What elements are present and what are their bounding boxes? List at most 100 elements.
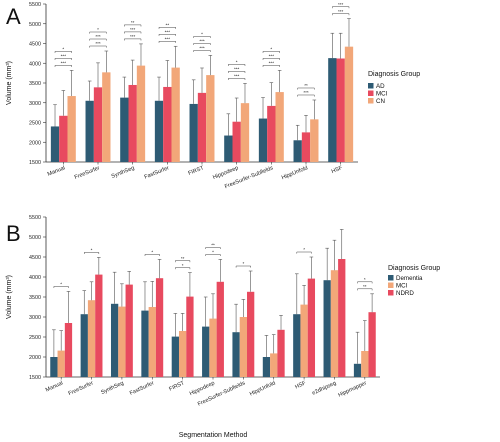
bar-cn-freesurfer (102, 72, 111, 162)
bar-ndrd-freesurfer (95, 274, 103, 377)
x-category-label: SynthSeg (111, 165, 136, 180)
bar-cn-hippodeep (240, 103, 250, 162)
significance-mark: *** (130, 27, 136, 32)
legend-label: NDRD (396, 290, 414, 297)
bar-cn-hippunfold (310, 119, 319, 162)
x-category-label: FIRST (168, 380, 186, 393)
x-category-label: Hippodeep (212, 165, 239, 181)
bar-cn-hsf (344, 46, 354, 162)
bar-mci-hsf (300, 304, 308, 377)
bar-cn-fastsurfer (171, 67, 180, 162)
bar-dementia-first (171, 336, 179, 377)
significance-mark: *** (95, 41, 101, 46)
bar-cn-first (206, 75, 215, 162)
significance-mark: *** (338, 9, 344, 14)
bar-dementia-fastsurfer (141, 310, 149, 377)
significance-mark: ** (181, 256, 185, 261)
significance-mark: *** (165, 29, 171, 34)
significance-mark: *** (303, 90, 309, 95)
bar-dementia-synthseg (110, 303, 119, 377)
x-category-label: e2dhipseg (311, 380, 337, 396)
y-tick-label: 3000 (29, 315, 41, 321)
y-tick-label: 5500 (29, 215, 41, 221)
y-tick-label: 2000 (29, 140, 41, 146)
bar-ad-manual (50, 126, 60, 162)
significance-mark: *** (199, 39, 205, 44)
significance-mark: ** (363, 284, 367, 289)
significance-mark: *** (234, 67, 240, 72)
bar-ndrd-fastsurfer (155, 278, 164, 377)
y-tick-label: 5000 (29, 235, 41, 241)
y-tick-label: 3000 (29, 101, 41, 107)
significance-mark: * (364, 277, 366, 282)
y-axis-label: Volume (mm³) (6, 275, 13, 319)
significance-mark: * (182, 263, 184, 268)
bar-dementia-hippunfold (262, 357, 271, 377)
significance-mark: *** (269, 54, 275, 59)
legend-swatch-mci (388, 282, 394, 288)
y-tick-label: 2500 (29, 121, 41, 127)
bar-dementia-hippodeep (202, 326, 210, 377)
bar-mci-fastsurfer (163, 86, 172, 162)
x-category-label: FastSurfer (144, 165, 171, 180)
legend-swatch-ndrd (388, 290, 394, 296)
legend-label: CN (376, 98, 385, 105)
bar-mci-manual (59, 115, 68, 162)
y-tick-label: 5000 (29, 22, 41, 28)
x-category-label: HippUnfold (281, 165, 309, 181)
significance-mark: *** (165, 36, 171, 41)
bar-ndrd-synthseg (125, 284, 133, 377)
legend-swatch-ad (368, 83, 374, 89)
x-category-label: Hippmapper (337, 380, 367, 398)
significance-mark: *** (269, 61, 275, 66)
legend-title: Diagnosis Group (388, 265, 440, 272)
x-category-label: Manual (45, 380, 64, 393)
legend-title: Diagnosis Group (368, 71, 420, 78)
significance-mark: *** (61, 61, 67, 66)
bar-mci-synthseg (128, 84, 137, 162)
bar-dementia-manual (50, 357, 58, 377)
bar-mci-first (197, 92, 207, 162)
legend-label: MCI (396, 283, 408, 290)
bar-mci-first (178, 331, 187, 377)
bar-ndrd-hsf (307, 278, 316, 377)
x-category-label: HSF (331, 165, 344, 175)
legend-label: MCI (376, 91, 388, 98)
bar-cn-freesurfer-subfields (275, 92, 284, 162)
significance-mark: * (97, 27, 99, 32)
x-category-label: FreeSurfer (68, 380, 95, 397)
panel-label: B (6, 221, 21, 246)
bar-cn-synthseg (136, 65, 146, 162)
y-tick-label: 5500 (29, 2, 41, 8)
bar-ad-freesurfer-subfields (258, 118, 268, 162)
x-category-label: FastSurfer (129, 380, 155, 397)
bar-ndrd-manual (64, 323, 73, 377)
bar-mci-fastsurfer (148, 307, 156, 377)
legend-swatch-mci (368, 90, 374, 96)
bar-dementia-hsf (293, 314, 301, 377)
panel-label: A (6, 4, 21, 29)
bar-ndrd-hippunfold (277, 329, 285, 377)
bar-ad-first (189, 103, 198, 162)
significance-mark: *** (338, 2, 344, 7)
significance-mark: *** (234, 74, 240, 79)
significance-mark: * (270, 47, 272, 52)
y-tick-label: 4500 (29, 255, 41, 261)
x-category-label: HSF (294, 380, 307, 390)
bar-mci-freesurfer-subfields (267, 105, 276, 162)
significance-mark: ** (304, 83, 308, 88)
bar-dementia-freesurfer (80, 314, 88, 377)
x-axis-label: Segmentation Method (179, 432, 248, 439)
bar-mci-hippodeep (209, 318, 217, 377)
significance-mark: * (60, 282, 62, 287)
significance-mark: ** (131, 20, 135, 25)
legend-swatch-cn (368, 98, 374, 104)
bar-mci-synthseg (118, 306, 126, 377)
y-tick-label: 2500 (29, 335, 41, 341)
significance-mark: * (242, 261, 244, 266)
y-tick-label: 1500 (29, 375, 41, 381)
significance-mark: * (62, 47, 64, 52)
x-category-label: HippUnfold (249, 380, 277, 397)
bar-ad-hippodeep (224, 135, 233, 162)
